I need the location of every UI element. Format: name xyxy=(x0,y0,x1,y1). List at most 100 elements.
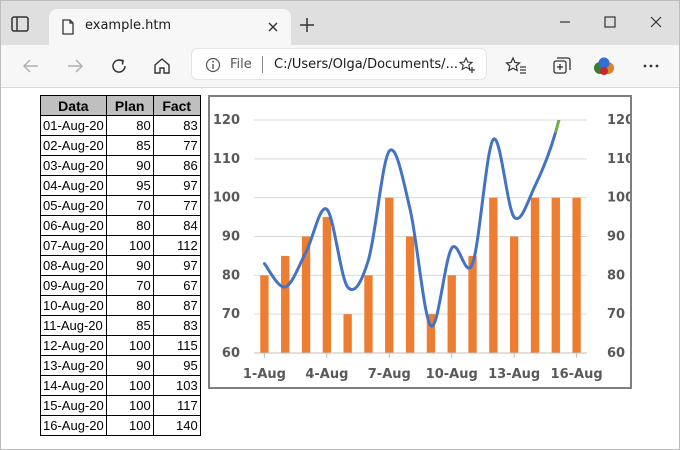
cell-fact: 140 xyxy=(152,415,201,436)
favorites-icon[interactable] xyxy=(504,54,528,78)
page-content: Data Plan Fact 01-Aug-20 80 83 02-Aug-20 85 7… xyxy=(1,88,679,449)
cell-fact: 112 xyxy=(152,235,201,256)
cell-plan: 80 xyxy=(105,215,154,236)
close-window-icon[interactable] xyxy=(643,11,669,33)
cell-plan: 70 xyxy=(105,195,154,216)
table-header-row: Data Plan Fact xyxy=(40,95,201,116)
cell-plan: 90 xyxy=(105,355,154,376)
refresh-icon[interactable] xyxy=(108,55,130,77)
y-tick-label: 90 xyxy=(222,230,240,245)
cell-date: 02-Aug-20 xyxy=(40,135,107,156)
info-icon[interactable] xyxy=(205,57,221,73)
toolbar: File C:/Users/Olga/Documents/... xyxy=(1,45,679,88)
address-bar[interactable]: File C:/Users/Olga/Documents/... xyxy=(191,48,487,80)
bar xyxy=(405,236,415,353)
x-tick-label: 10-Aug xyxy=(426,367,478,382)
cell-date: 08-Aug-20 xyxy=(40,255,107,276)
cell-plan: 80 xyxy=(105,115,154,136)
cell-plan: 100 xyxy=(105,235,154,256)
chart-svg: 60 70 80 90 100 110 120 60 70 80 90 100 110 120 1-Aug 4… xyxy=(213,113,634,382)
bar xyxy=(281,255,290,353)
secondary-y-tick-label: 120 xyxy=(607,113,630,128)
table-row: 16-Aug-20 100 140 xyxy=(40,415,201,436)
data-table: Data Plan Fact 01-Aug-20 80 83 02-Aug-20 85 7… xyxy=(40,95,201,436)
bar xyxy=(572,197,581,353)
table-row: 03-Aug-20 90 86 xyxy=(40,155,201,176)
table-row: 06-Aug-20 80 84 xyxy=(40,215,201,236)
cell-fact: 115 xyxy=(152,335,201,356)
collections-icon[interactable] xyxy=(549,54,573,78)
cell-date: 09-Aug-20 xyxy=(40,275,107,296)
tab-title: example.htm xyxy=(85,18,172,33)
x-tick-label: 16-Aug xyxy=(551,367,603,382)
cell-fact: 77 xyxy=(152,195,201,216)
cell-date: 06-Aug-20 xyxy=(40,215,107,236)
secondary-y-tick-label: 90 xyxy=(607,230,625,245)
bar xyxy=(260,275,269,353)
table-row: 02-Aug-20 85 77 xyxy=(40,135,201,156)
secondary-y-tick-label: 70 xyxy=(607,307,625,322)
bar xyxy=(385,197,394,353)
back-icon[interactable] xyxy=(20,55,42,77)
profile-avatar-icon[interactable] xyxy=(592,54,616,78)
close-tab-icon[interactable] xyxy=(265,19,281,35)
cell-plan: 95 xyxy=(105,175,154,196)
table-row: 11-Aug-20 85 83 xyxy=(40,315,201,336)
cell-plan: 100 xyxy=(105,335,154,356)
add-favorite-icon[interactable] xyxy=(458,56,476,74)
bar xyxy=(530,197,540,353)
cell-fact: 77 xyxy=(152,135,201,156)
table-row: 04-Aug-20 95 97 xyxy=(40,175,201,196)
y-tick-label: 110 xyxy=(213,152,240,167)
bar xyxy=(489,197,498,353)
table-row: 12-Aug-20 100 115 xyxy=(40,335,201,356)
tab-actions-icon[interactable] xyxy=(9,13,31,35)
cell-plan: 90 xyxy=(105,155,154,176)
scheme-label: File xyxy=(230,57,252,72)
maximize-icon[interactable] xyxy=(597,11,623,33)
table-row: 14-Aug-20 100 103 xyxy=(40,375,201,396)
cell-plan: 90 xyxy=(105,255,154,276)
cell-date: 01-Aug-20 xyxy=(40,115,107,136)
tab-example[interactable]: example.htm xyxy=(49,9,291,45)
cell-fact: 97 xyxy=(152,255,201,276)
table-row: 01-Aug-20 80 83 xyxy=(40,115,201,136)
cell-plan: 85 xyxy=(105,315,154,336)
cell-plan: 100 xyxy=(105,415,154,436)
new-tab-icon[interactable] xyxy=(297,15,317,35)
url-text[interactable]: C:/Users/Olga/Documents/... xyxy=(274,57,458,72)
secondary-y-tick-label: 100 xyxy=(607,191,630,206)
bar xyxy=(364,275,373,353)
forward-icon[interactable] xyxy=(64,55,86,77)
x-tick-label: 7-Aug xyxy=(368,367,411,382)
chart: 60 70 80 90 100 110 120 60 70 80 90 100 110 120 1-Aug 4… xyxy=(208,95,634,389)
title-bar: example.htm xyxy=(1,1,679,45)
y-tick-label: 60 xyxy=(222,346,240,361)
cell-date: 03-Aug-20 xyxy=(40,155,107,176)
table-row: 09-Aug-20 70 67 xyxy=(40,275,201,296)
bar xyxy=(322,217,332,353)
cell-date: 16-Aug-20 xyxy=(40,415,107,436)
table-row: 10-Aug-20 80 87 xyxy=(40,295,201,316)
cell-date: 04-Aug-20 xyxy=(40,175,107,196)
y-tick-label: 70 xyxy=(222,307,240,322)
y-tick-label: 120 xyxy=(213,113,240,128)
header-plan: Plan xyxy=(105,95,154,116)
header-data: Data xyxy=(40,95,107,116)
secondary-y-tick-label: 80 xyxy=(607,268,625,283)
x-tick-label: 13-Aug xyxy=(488,367,540,382)
cell-plan: 80 xyxy=(105,295,154,316)
cell-fact: 83 xyxy=(152,315,201,336)
table-row: 05-Aug-20 70 77 xyxy=(40,195,201,216)
home-icon[interactable] xyxy=(151,55,173,77)
cell-date: 12-Aug-20 xyxy=(40,335,107,356)
minimize-icon[interactable] xyxy=(552,11,578,33)
cell-plan: 70 xyxy=(105,275,154,296)
cell-date: 07-Aug-20 xyxy=(40,235,107,256)
more-icon[interactable] xyxy=(639,54,663,78)
header-fact: Fact xyxy=(152,95,201,116)
y-tick-label: 80 xyxy=(222,268,240,283)
bar xyxy=(426,314,436,353)
secondary-y-tick-label: 110 xyxy=(607,152,630,167)
cell-fact: 84 xyxy=(152,215,201,236)
